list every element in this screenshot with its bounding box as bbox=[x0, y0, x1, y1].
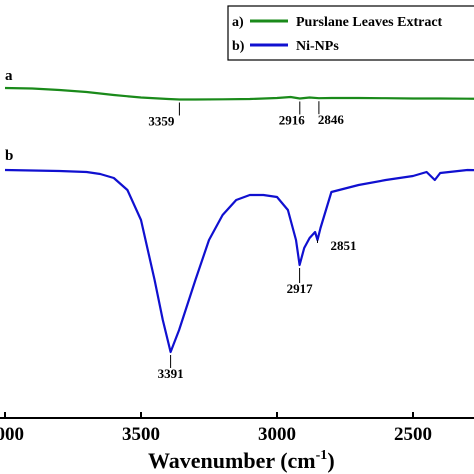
legend-label-b: Ni-NPs bbox=[296, 39, 339, 54]
peak-label-a: 3359 bbox=[148, 114, 175, 129]
legend-label-a: Purslane Leaves Extract bbox=[296, 15, 443, 30]
annotation-layer: 3359291628461618138213131092339129172851… bbox=[148, 101, 357, 381]
series-b-line bbox=[4, 168, 474, 354]
x-tick-label: 2500 bbox=[394, 424, 432, 445]
x-axis-title-sup: -1 bbox=[316, 448, 328, 463]
peak-label-a: 2846 bbox=[318, 112, 345, 127]
series-layer bbox=[4, 86, 474, 354]
series-b-tag: b bbox=[5, 148, 13, 164]
peak-label-b: 2917 bbox=[287, 281, 314, 296]
legend-prefix-a: a) bbox=[232, 15, 244, 30]
series-a-line bbox=[4, 86, 474, 101]
x-axis-title-main: Wavenumber (cm bbox=[148, 448, 316, 473]
x-tick-label: 4000 bbox=[0, 424, 24, 445]
legend: a) Purslane Leaves Extract b) Ni-NPs bbox=[227, 5, 474, 61]
x-ticks: 4000350030002500200015001000 bbox=[0, 412, 432, 445]
x-tick-label: 3000 bbox=[258, 424, 296, 445]
legend-box bbox=[227, 5, 474, 61]
legend-prefix-b: b) bbox=[232, 39, 245, 54]
x-axis-title: Wavenumber (cm-1) bbox=[148, 448, 335, 473]
series-a-tag: a bbox=[5, 68, 13, 84]
peak-label-a: 2916 bbox=[279, 113, 306, 128]
peak-label-b: 2851 bbox=[331, 238, 357, 253]
peak-label-b: 3391 bbox=[158, 366, 184, 381]
x-tick-label: 3500 bbox=[122, 424, 160, 445]
x-axis-title-tail: ) bbox=[327, 448, 334, 473]
